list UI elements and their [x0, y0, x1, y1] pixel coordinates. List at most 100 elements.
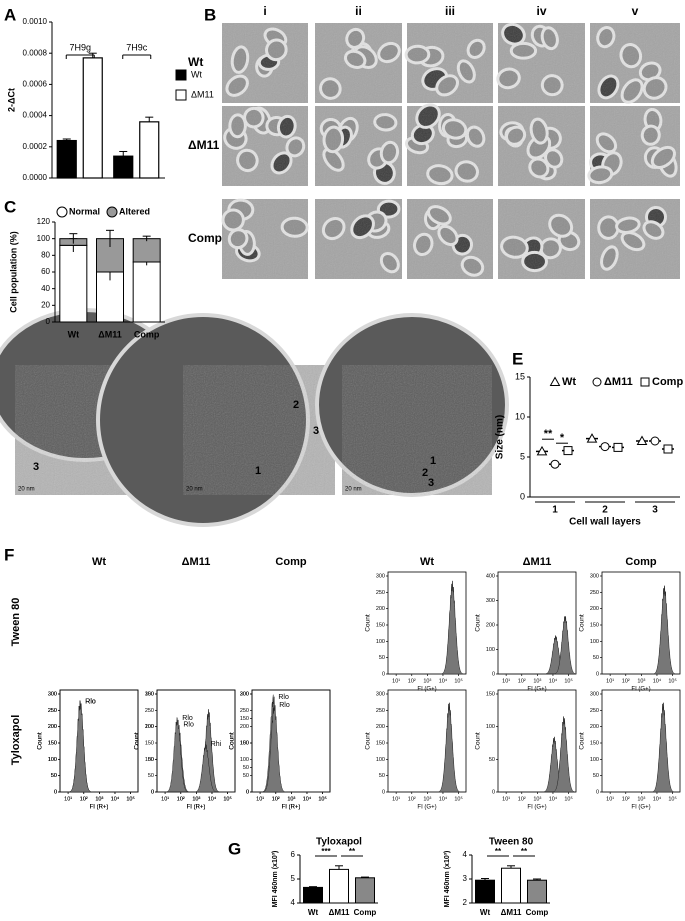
y-tick-label: 50: [593, 655, 599, 661]
histogram-peak: [157, 723, 235, 793]
y-axis-label: Count: [365, 614, 372, 632]
y-tick-label: 200: [145, 724, 154, 730]
y-tick-label: 300: [145, 691, 154, 697]
dot: [636, 435, 648, 445]
histogram-peak: [498, 615, 577, 675]
y-tick-label: 100: [240, 757, 249, 763]
x-tick-label: 10¹: [392, 678, 400, 684]
dot: [613, 442, 623, 452]
histogram-peak: [60, 700, 138, 793]
y-tick-label: 20: [41, 300, 50, 309]
x-tick-label: 10⁴: [439, 677, 448, 684]
y-tick-label: 100: [486, 724, 495, 730]
y-tick-label: 50: [593, 773, 599, 779]
y-tick-label: 0: [382, 671, 385, 677]
x-tick-label: 10⁵: [318, 795, 326, 802]
column-header: iii: [445, 4, 455, 18]
x-tick-label: 10²: [80, 796, 88, 802]
x-tick-label: 10³: [423, 796, 431, 802]
y-tick-label: 200: [376, 606, 385, 612]
y-axis-label: Count: [134, 732, 141, 750]
y-tick-label: 4: [291, 898, 296, 907]
x-tick-label: 10⁵: [126, 795, 134, 802]
dot: [550, 459, 560, 469]
y-tick-label: 200: [240, 691, 249, 697]
y-tick-label: 300: [48, 691, 57, 697]
x-tick-label: 10²: [177, 796, 185, 802]
column-header: ii: [355, 4, 362, 18]
x-tick-label: 10¹: [502, 678, 510, 684]
grain: [498, 199, 585, 279]
bar: [527, 879, 547, 904]
bar: [501, 867, 521, 904]
y-tick-label: 150: [486, 691, 495, 697]
panel-letter: B: [204, 5, 216, 24]
x-axis-label: Cell wall layers: [569, 517, 641, 528]
peak-label: Rlo: [85, 699, 96, 706]
y-tick-label: 300: [376, 573, 385, 579]
y-tick-label: 400: [486, 573, 495, 579]
x-tick-label: 10³: [192, 796, 200, 802]
y-tick-label: 50: [243, 765, 249, 771]
grain: [315, 23, 402, 103]
x-tick-label: ΔM11: [98, 329, 121, 339]
legend-label: Comp: [652, 376, 683, 388]
micrograph: [315, 23, 402, 103]
x-axis-label: FI (R+): [90, 805, 109, 811]
peak-label: Rlo: [182, 715, 193, 722]
y-tick-label: 100: [590, 639, 599, 645]
bar: [329, 868, 349, 904]
histogram-peak: [157, 743, 235, 793]
annotation: *: [560, 432, 565, 444]
y-tick-label: 0: [54, 789, 57, 795]
plot-title: Comp: [625, 556, 656, 568]
y-tick-label: 50: [379, 655, 385, 661]
micrograph: [221, 198, 309, 279]
plot-title: ΔM11: [182, 556, 211, 568]
y-tick-label: 250: [48, 708, 57, 714]
row-label: Comp: [188, 231, 222, 245]
dot: [663, 444, 673, 454]
x-tick-label: 10²: [272, 796, 280, 802]
peak-label: Rhi: [211, 741, 222, 748]
x-tick-label: 10¹: [256, 796, 264, 802]
y-tick-label: 200: [48, 724, 57, 730]
row-label: ΔM11: [188, 138, 220, 152]
y-tick-label: 0.0002: [23, 142, 48, 151]
x-tick-label: 10³: [637, 678, 645, 684]
scale-label: 20 nm: [18, 487, 35, 493]
annotation: **: [495, 847, 502, 856]
x-tick-label: Wt: [68, 329, 80, 339]
micrograph: [590, 199, 680, 279]
micrograph: [222, 106, 308, 186]
y-tick-label: 150: [376, 740, 385, 746]
y-axis-label: Cell population (%): [8, 231, 18, 313]
x-tick-label: 10⁵: [454, 795, 462, 802]
y-tick-label: 3: [463, 874, 468, 883]
micrograph: [404, 23, 493, 103]
grain: [222, 23, 308, 103]
x-tick-label: 10⁵: [223, 795, 231, 802]
x-tick-label: 10³: [637, 796, 645, 802]
x-tick-label: 10²: [80, 796, 88, 802]
y-tick-label: 150: [590, 740, 599, 746]
x-tick-label: 10⁴: [111, 795, 120, 802]
micrograph: [315, 199, 402, 279]
x-axis-label: FI (G+): [631, 805, 650, 811]
histogram-peak: [252, 702, 330, 793]
plot-title: Wt: [420, 556, 434, 568]
error-bar: [69, 233, 78, 244]
legend-marker: [592, 377, 602, 387]
x-tick-label: 10⁵: [126, 795, 134, 802]
bar-segment: [132, 261, 161, 323]
dot: [586, 433, 598, 443]
plot-frame: [59, 689, 139, 793]
layer-label: 3: [428, 477, 434, 489]
y-tick-label: 300: [240, 691, 249, 697]
grain: [183, 365, 335, 495]
y-tick-label: 200: [590, 724, 599, 730]
layer-label: 3: [33, 461, 39, 473]
error-bar: [106, 229, 114, 247]
y-tick-label: 300: [590, 691, 599, 697]
